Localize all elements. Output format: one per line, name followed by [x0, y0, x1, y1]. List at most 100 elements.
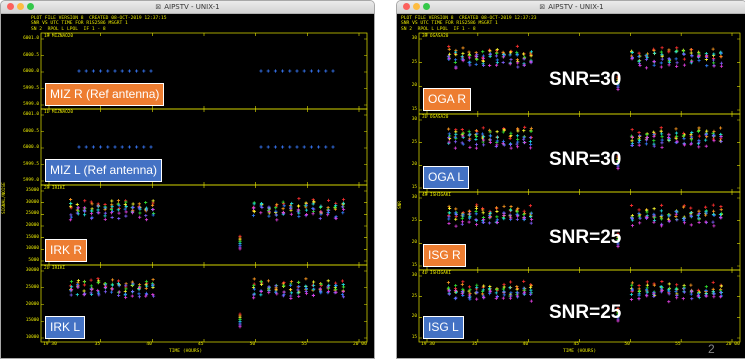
data-point: [645, 215, 649, 220]
data-point: [616, 245, 620, 249]
data-point: [103, 290, 108, 294]
data-point: [630, 135, 634, 139]
data-point: [97, 293, 101, 297]
data-point: [616, 167, 620, 171]
data-point: [334, 290, 338, 294]
data-point: [446, 54, 451, 58]
left-plot-header: PLOT FILE VERSION 8 CREATED 08-OCT-2019 …: [31, 16, 167, 32]
left-y-axis-title: SIGNAL/NOISE: [2, 182, 7, 214]
data-point: [682, 221, 687, 225]
data-point: [151, 199, 155, 203]
data-point: [77, 145, 81, 149]
data-point: [318, 287, 322, 291]
data-point: [89, 291, 93, 295]
data-point: [274, 290, 278, 294]
data-point: [99, 145, 103, 149]
data-point: [502, 214, 506, 218]
close-button[interactable]: [403, 3, 410, 10]
data-point: [482, 284, 486, 288]
data-point: [644, 57, 649, 62]
zoom-button[interactable]: [423, 3, 430, 10]
data-point: [91, 145, 95, 149]
data-point: [659, 129, 663, 133]
data-point: [447, 206, 452, 211]
data-point: [494, 63, 499, 67]
y-tick-label: 20: [411, 162, 417, 168]
data-point: [304, 284, 308, 288]
data-point: [697, 140, 701, 144]
data-point: [447, 47, 451, 51]
data-point: [131, 282, 135, 286]
data-point: [96, 281, 100, 285]
data-point: [289, 206, 293, 210]
data-point: [341, 282, 345, 287]
data-point: [252, 296, 256, 300]
data-point: [667, 57, 671, 61]
y-tick-label: 30: [411, 117, 417, 122]
data-point: [637, 208, 641, 212]
data-point: [696, 129, 700, 134]
data-point: [719, 135, 723, 139]
x-tick-label: 35: [94, 342, 101, 347]
data-point: [260, 205, 264, 210]
data-point: [89, 284, 93, 288]
data-point: [712, 129, 716, 133]
data-point: [460, 141, 464, 145]
data-point: [522, 135, 526, 139]
data-point: [675, 218, 679, 222]
data-point: [495, 294, 499, 298]
data-point: [297, 214, 301, 219]
data-point: [475, 52, 479, 57]
minimize-button[interactable]: [413, 3, 420, 10]
data-point: [289, 296, 293, 301]
data-point: [82, 280, 87, 284]
data-point: [689, 211, 693, 215]
data-point: [311, 293, 316, 298]
close-button[interactable]: [7, 3, 14, 10]
data-point: [341, 211, 345, 215]
data-point: [712, 139, 716, 143]
data-point: [630, 224, 635, 228]
data-point: [528, 136, 533, 140]
data-point: [474, 62, 478, 66]
data-point: [681, 297, 685, 301]
data-point: [488, 130, 492, 134]
data-point: [142, 69, 146, 73]
data-point: [110, 287, 114, 291]
data-point: [453, 58, 458, 62]
data-point: [704, 285, 708, 289]
data-point: [667, 300, 671, 304]
data-point: [637, 283, 641, 288]
minimize-button[interactable]: [17, 3, 24, 10]
data-point: [454, 207, 458, 211]
data-point: [273, 69, 277, 73]
data-point: [494, 296, 498, 301]
data-point: [481, 208, 485, 212]
data-point: [637, 214, 641, 218]
data-point: [304, 203, 308, 207]
data-point: [144, 279, 149, 284]
data-point: [508, 51, 513, 55]
data-point: [488, 140, 492, 145]
data-point: [124, 214, 128, 218]
data-point: [711, 58, 716, 62]
station-label-box: ISG L: [423, 316, 464, 339]
data-point: [652, 220, 656, 224]
data-point: [645, 210, 649, 214]
data-point: [644, 288, 649, 292]
data-point: [637, 138, 642, 143]
data-point: [453, 297, 457, 301]
data-point: [83, 199, 87, 203]
data-point: [341, 295, 346, 299]
zoom-button[interactable]: [27, 3, 34, 10]
left-window-title: ⊠ AIPSTV - UNIX-1: [155, 3, 220, 11]
data-point: [89, 212, 94, 216]
data-point: [509, 294, 513, 298]
data-point: [689, 223, 693, 227]
x-tick-label: 50: [249, 342, 256, 347]
snr-annotation: SNR=30: [549, 149, 622, 171]
data-point: [495, 139, 499, 143]
data-point: [705, 64, 709, 68]
data-point: [682, 52, 686, 56]
data-point: [516, 65, 520, 69]
